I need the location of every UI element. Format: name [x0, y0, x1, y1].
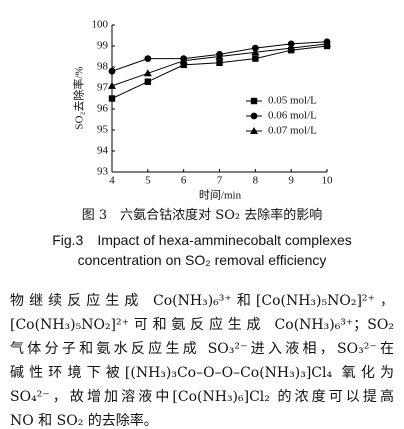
legend-label: 0.05 mol/L [268, 95, 317, 107]
caption-en: Fig.3 Impact of hexa-amminecobalt comple… [52, 232, 352, 248]
data-point [144, 78, 152, 85]
y-tick-label: 98 [97, 61, 109, 73]
body-line: 物继续反应生成 Co(NH₃)₆³⁺和[Co(NH₃)₅NO₂]²⁺， [10, 293, 394, 309]
x-tick-label: 10 [322, 175, 334, 187]
data-point [287, 40, 295, 48]
data-point [252, 55, 259, 62]
y-tick-label: 97 [97, 82, 109, 94]
legend-label: 0.07 mol/L [268, 125, 317, 137]
caption-en: concentration on SO₂ removal efficiency [77, 252, 327, 268]
data-point [215, 52, 224, 60]
body-line: SO₄²⁻，故增加溶液中[Co(NH₃)₆]Cl₂ 的浓度可以提高 [10, 389, 394, 405]
data-point [144, 55, 152, 62]
data-point [323, 39, 331, 47]
data-point [179, 56, 188, 64]
caption-cn: 图 3 六氨合钴浓度对 SO₂ 去除率的影响 [81, 208, 323, 223]
data-point [108, 95, 116, 102]
x-tick-label: 8 [253, 175, 259, 187]
data-point [180, 61, 187, 69]
legend-marker [250, 127, 258, 134]
data-point [108, 81, 116, 89]
data-point [251, 44, 259, 52]
body-line: [Co(NH₃)₅NO₂]²⁺可和氨反应生成 Co(NH₃)₆³⁺；SO₂ [10, 317, 394, 333]
y-tick-label: 95 [97, 124, 109, 136]
legend-marker [250, 97, 258, 105]
y-tick-label: 96 [97, 103, 109, 115]
body-line: NO 和 SO₂ 的去除率。 [10, 413, 158, 429]
legend-marker [250, 112, 258, 120]
y-tick-label: 93 [97, 166, 109, 178]
x-tick-label: 6 [181, 175, 187, 187]
x-tick-label: 9 [288, 175, 294, 187]
chart: SO₂去除率/% 时间/min 93 94 95 96 97 98 99 100 4 5 6 7 8 9 1… [72, 19, 334, 202]
y-tick-label: 100 [92, 19, 109, 31]
data-point [108, 67, 116, 75]
y-axis-label: SO₂去除率/% [72, 66, 86, 129]
legend-label: 0.06 mol/L [268, 110, 317, 122]
body-line: 气体分子和氨水反应生成 SO₃²⁻进入液相，SO₃²⁻在 [10, 341, 394, 357]
data-point [287, 44, 296, 52]
x-tick-label: 5 [145, 175, 151, 187]
body-line: 碱性环境下被[(NH₃)₃Co–O–O–Co(NH₃)₃]Cl₄ 氧化为 [10, 365, 394, 381]
data-point [251, 48, 260, 56]
x-axis-label: 时间/min [199, 189, 242, 202]
data-point [216, 59, 223, 66]
x-tick-label: 4 [109, 175, 115, 187]
x-tick-label: 7 [217, 175, 223, 187]
y-tick-label: 94 [97, 145, 109, 157]
y-tick-label: 99 [97, 40, 109, 52]
data-point [143, 69, 152, 77]
